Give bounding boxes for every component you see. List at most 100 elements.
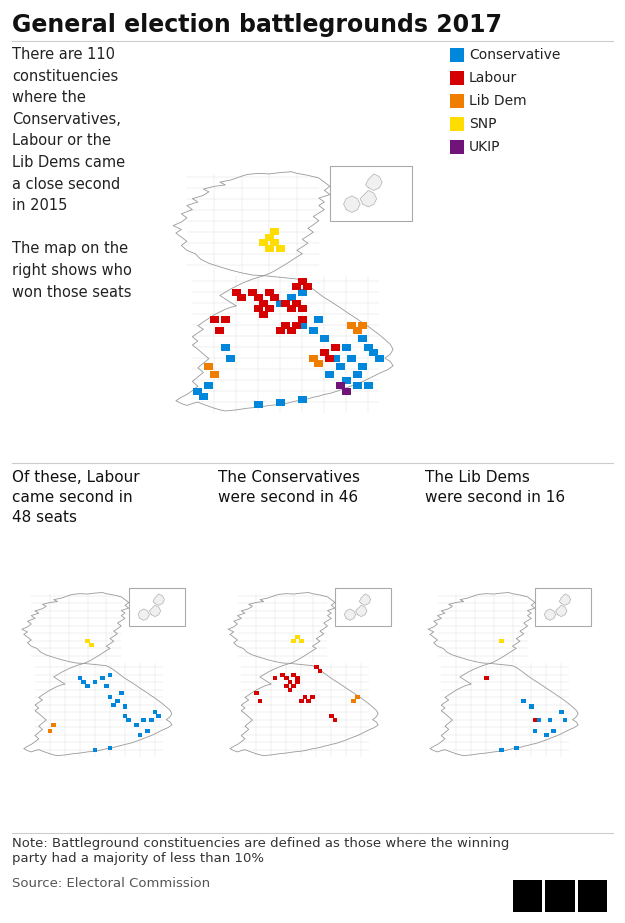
FancyBboxPatch shape [295, 677, 300, 680]
FancyBboxPatch shape [204, 382, 213, 390]
Polygon shape [356, 605, 367, 617]
Bar [545, 881, 575, 912]
FancyBboxPatch shape [85, 639, 90, 643]
FancyBboxPatch shape [122, 704, 127, 709]
Text: Note: Battleground constituencies are defined as those where the winning
party h: Note: Battleground constituencies are de… [12, 837, 509, 865]
FancyBboxPatch shape [249, 289, 258, 295]
Text: Source: Electoral Commission: Source: Electoral Commission [12, 877, 210, 890]
FancyBboxPatch shape [254, 402, 262, 409]
FancyBboxPatch shape [499, 748, 504, 751]
FancyBboxPatch shape [204, 363, 213, 370]
FancyBboxPatch shape [254, 306, 262, 312]
Bar [330, 165, 412, 221]
Bar [578, 881, 607, 912]
FancyBboxPatch shape [355, 695, 360, 700]
FancyBboxPatch shape [48, 729, 53, 733]
FancyBboxPatch shape [298, 396, 307, 403]
FancyBboxPatch shape [78, 677, 82, 680]
FancyBboxPatch shape [320, 349, 329, 356]
FancyBboxPatch shape [364, 343, 372, 351]
FancyBboxPatch shape [126, 717, 131, 722]
Polygon shape [559, 594, 571, 605]
FancyBboxPatch shape [156, 713, 161, 718]
FancyBboxPatch shape [348, 354, 356, 362]
FancyBboxPatch shape [351, 699, 356, 703]
FancyBboxPatch shape [281, 321, 290, 329]
FancyBboxPatch shape [265, 289, 274, 295]
Polygon shape [228, 593, 335, 664]
FancyBboxPatch shape [532, 729, 538, 733]
FancyBboxPatch shape [141, 717, 146, 722]
FancyBboxPatch shape [221, 316, 230, 323]
FancyBboxPatch shape [336, 363, 345, 370]
FancyBboxPatch shape [291, 639, 296, 643]
FancyBboxPatch shape [254, 691, 259, 695]
FancyBboxPatch shape [92, 680, 98, 684]
FancyBboxPatch shape [369, 349, 378, 356]
FancyBboxPatch shape [551, 729, 556, 733]
FancyBboxPatch shape [291, 684, 296, 688]
FancyBboxPatch shape [265, 306, 274, 312]
FancyBboxPatch shape [291, 673, 296, 677]
FancyBboxPatch shape [271, 294, 279, 301]
FancyBboxPatch shape [298, 278, 307, 284]
FancyBboxPatch shape [342, 343, 351, 351]
FancyBboxPatch shape [331, 343, 340, 351]
FancyBboxPatch shape [318, 669, 322, 673]
FancyBboxPatch shape [331, 354, 340, 362]
Polygon shape [366, 174, 382, 190]
FancyBboxPatch shape [299, 639, 304, 643]
FancyBboxPatch shape [107, 695, 112, 700]
Polygon shape [430, 664, 578, 756]
Text: B: B [555, 889, 564, 902]
FancyBboxPatch shape [544, 733, 549, 737]
FancyBboxPatch shape [258, 699, 262, 703]
FancyBboxPatch shape [152, 710, 158, 714]
FancyBboxPatch shape [450, 94, 464, 108]
Polygon shape [344, 196, 360, 212]
Text: Conservative: Conservative [469, 48, 561, 62]
FancyBboxPatch shape [353, 382, 362, 390]
FancyBboxPatch shape [499, 639, 504, 643]
Text: B: B [522, 889, 532, 902]
FancyBboxPatch shape [299, 699, 304, 703]
Polygon shape [138, 609, 149, 620]
FancyBboxPatch shape [359, 363, 368, 370]
Polygon shape [153, 594, 164, 605]
FancyBboxPatch shape [302, 695, 308, 700]
FancyBboxPatch shape [314, 665, 319, 669]
FancyBboxPatch shape [92, 748, 98, 751]
FancyBboxPatch shape [559, 710, 564, 714]
FancyBboxPatch shape [342, 377, 351, 384]
FancyBboxPatch shape [51, 724, 56, 727]
FancyBboxPatch shape [329, 713, 334, 718]
FancyBboxPatch shape [532, 717, 538, 722]
FancyBboxPatch shape [254, 294, 262, 301]
FancyBboxPatch shape [309, 327, 318, 334]
FancyBboxPatch shape [210, 316, 219, 323]
FancyBboxPatch shape [450, 140, 464, 154]
FancyBboxPatch shape [292, 300, 301, 306]
FancyBboxPatch shape [280, 673, 285, 677]
FancyBboxPatch shape [310, 695, 315, 700]
FancyBboxPatch shape [298, 289, 307, 295]
FancyBboxPatch shape [81, 680, 86, 684]
Text: C: C [588, 889, 597, 902]
FancyBboxPatch shape [342, 388, 351, 395]
FancyBboxPatch shape [359, 335, 368, 342]
Bar [129, 588, 185, 626]
FancyBboxPatch shape [521, 699, 526, 703]
FancyBboxPatch shape [276, 245, 285, 252]
FancyBboxPatch shape [221, 343, 230, 351]
FancyBboxPatch shape [332, 717, 338, 722]
Polygon shape [556, 605, 567, 617]
Polygon shape [24, 664, 172, 756]
Polygon shape [544, 609, 556, 620]
Polygon shape [230, 664, 378, 756]
FancyBboxPatch shape [295, 635, 300, 640]
FancyBboxPatch shape [353, 371, 362, 378]
FancyBboxPatch shape [288, 688, 292, 691]
FancyBboxPatch shape [336, 382, 345, 390]
FancyBboxPatch shape [450, 48, 464, 62]
FancyBboxPatch shape [115, 699, 120, 703]
